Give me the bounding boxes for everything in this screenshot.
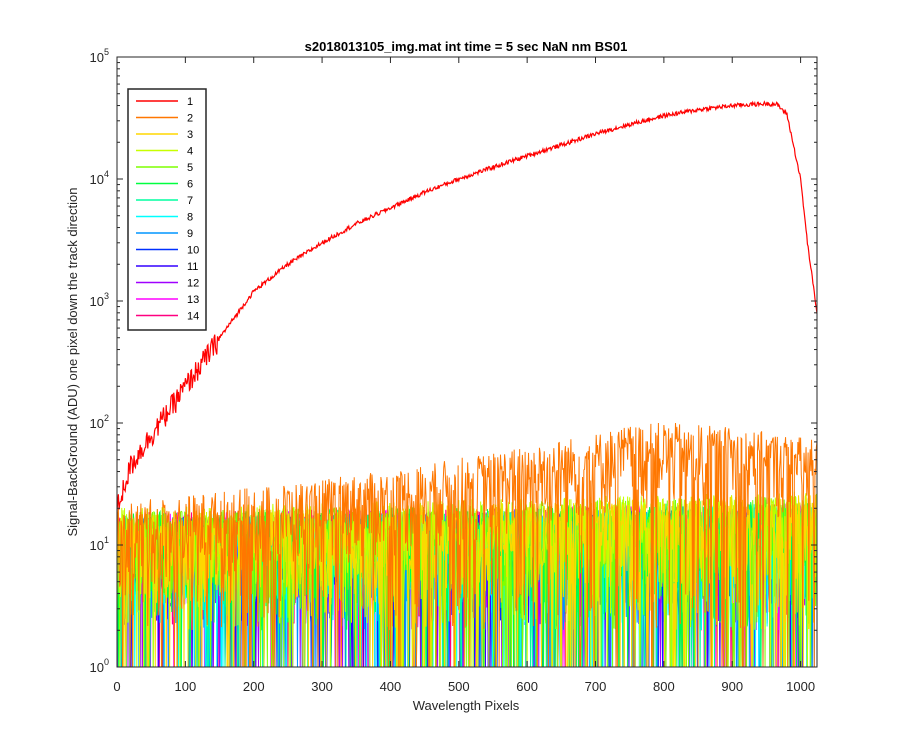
x-tick-label: 700: [585, 679, 607, 694]
legend-label-8: 8: [187, 212, 193, 224]
x-tick-label: 400: [380, 679, 402, 694]
x-tick-label: 300: [311, 679, 333, 694]
legend-label-11: 11: [187, 261, 198, 273]
series-line-2: [117, 422, 817, 667]
x-tick-label: 0: [113, 679, 120, 694]
x-tick-label: 1000: [786, 679, 815, 694]
series-line-1: [117, 100, 817, 511]
x-axis-label: Wavelength Pixels: [413, 698, 520, 713]
x-tick-label: 500: [448, 679, 470, 694]
legend-label-5: 5: [187, 162, 193, 174]
x-tick-label: 800: [653, 679, 675, 694]
legend-label-4: 4: [187, 146, 193, 158]
legend-label-9: 9: [187, 228, 193, 240]
chart-title: s2018013105_img.mat int time = 5 sec NaN…: [305, 39, 628, 54]
legend-box: [127, 88, 207, 331]
legend-label-7: 7: [187, 195, 193, 207]
x-tick-label: 900: [721, 679, 743, 694]
x-tick-label: 200: [243, 679, 265, 694]
y-axis-label: Signal-BackGround (ADU) one pixel down t…: [65, 187, 80, 536]
x-axis-ticks: 0 100 200 300 400 500 600 700 800 900 1000: [113, 57, 815, 694]
x-tick-label: 600: [516, 679, 538, 694]
x-tick-label: 100: [175, 679, 197, 694]
series-layer: [117, 100, 817, 667]
legend-label-1: 1: [187, 96, 193, 108]
legend-label-3: 3: [187, 129, 193, 141]
legend-label-10: 10: [187, 245, 199, 257]
axes-box: [116, 56, 818, 668]
legend-label-6: 6: [187, 179, 193, 191]
legend-label-13: 13: [187, 294, 199, 306]
legend-label-14: 14: [187, 311, 199, 323]
legend-label-12: 12: [187, 278, 199, 290]
legend-label-2: 2: [187, 113, 193, 125]
